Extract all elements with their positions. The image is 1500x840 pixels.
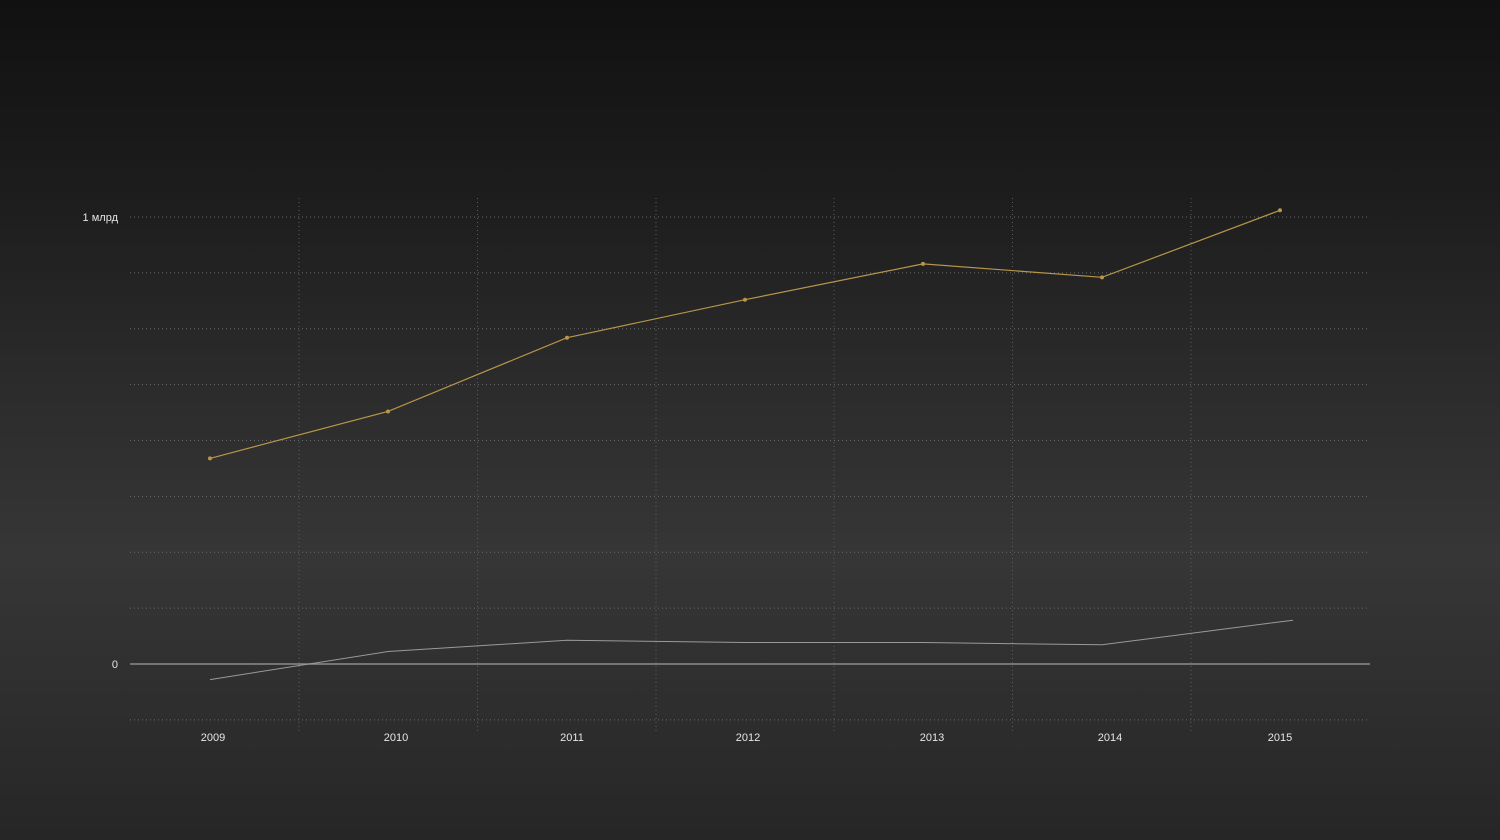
x-tick-label: 2014 xyxy=(1098,732,1122,744)
data-point xyxy=(565,335,569,340)
y-tick-label-top: 1 млрд xyxy=(83,212,119,224)
y-axis: 1 млрд 0 xyxy=(83,212,119,671)
x-tick-label: 2011 xyxy=(560,732,584,744)
x-tick-label: 2009 xyxy=(201,732,225,744)
x-tick-label: 2010 xyxy=(384,732,408,744)
series-line-1 xyxy=(209,209,1281,459)
series-group xyxy=(208,208,1294,681)
data-point xyxy=(386,409,390,414)
data-point xyxy=(743,297,747,302)
grid xyxy=(130,198,1370,734)
data-point xyxy=(1100,275,1104,280)
y-tick-label-zero: 0 xyxy=(112,659,118,671)
series-line-2 xyxy=(209,619,1294,681)
x-axis: 2009 2010 2011 2012 2013 2014 2015 xyxy=(201,732,1292,744)
data-point xyxy=(208,456,212,461)
x-tick-label: 2013 xyxy=(920,732,944,744)
data-point xyxy=(921,261,925,266)
x-tick-label: 2012 xyxy=(736,732,760,744)
data-point xyxy=(1278,208,1282,213)
x-tick-label: 2015 xyxy=(1268,732,1292,744)
